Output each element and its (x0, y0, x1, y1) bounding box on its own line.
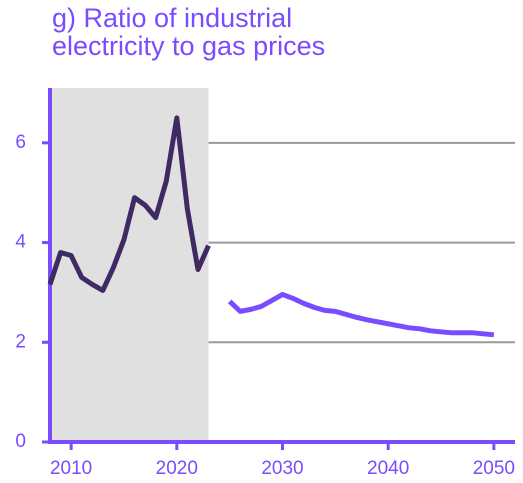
series-line (47, 115, 211, 293)
series-line (227, 291, 495, 338)
x-tick-label: 2020 (156, 458, 198, 479)
y-tick-label: 2 (15, 331, 26, 352)
chart-title: g) Ratio of industrial (52, 3, 292, 33)
y-tick-label: 0 (15, 431, 26, 452)
x-tick-label: 2040 (367, 458, 409, 479)
x-tick-label: 2010 (50, 458, 92, 479)
x-tick-label: 2050 (473, 458, 515, 479)
chart-title: electricity to gas prices (52, 31, 325, 61)
y-tick-label: 6 (15, 132, 26, 153)
y-tick-label: 4 (15, 232, 26, 253)
x-tick-label: 2030 (261, 458, 303, 479)
